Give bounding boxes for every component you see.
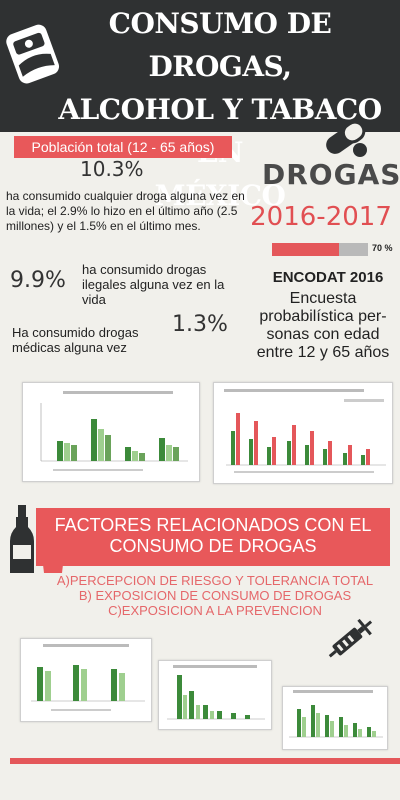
encodat-line-2: probabilística per- <box>259 308 387 325</box>
factors-line-1: FACTORES RELACIONADOS CON EL <box>54 515 372 535</box>
factors-list: A)PERCEPCION DE RIESGO Y TOLERANCIA TOTA… <box>40 573 390 618</box>
title-line-1: CONSUMO DE DROGAS, <box>108 7 332 83</box>
encodat-line-4: entre 12 y 65 años <box>256 344 390 361</box>
title-line-3: MÉXICO <box>154 179 286 212</box>
footer-bar <box>10 758 400 764</box>
factors-banner: FACTORES RELACIONADOS CON EL CONSUMO DE … <box>36 508 390 566</box>
page-title: CONSUMO DE DROGAS, ALCOHOL Y TABACO EN M… <box>50 2 390 217</box>
factor-item-a: A)PERCEPCION DE RIESGO Y TOLERANCIA TOTA… <box>56 573 374 588</box>
bottle-icon <box>6 22 60 88</box>
chart-thumbnail-3 <box>20 638 152 722</box>
encodat-line-3: sonas con edad <box>266 326 380 343</box>
pill-icon <box>320 118 370 158</box>
chart-thumbnail-2 <box>213 382 393 484</box>
progress-fill <box>272 243 340 256</box>
chart-thumbnail-5 <box>282 686 388 750</box>
factors-line-2: CONSUMO DE DROGAS <box>109 536 317 556</box>
population-banner: Población total (12 - 65 años) <box>14 136 232 158</box>
chart-thumbnail-4 <box>158 660 272 730</box>
illegal-stat: 9.9% <box>10 268 66 293</box>
encodat-title: ENCODAT 2016 <box>272 269 384 286</box>
progress-bar <box>272 243 368 256</box>
population-stat: 10.3% <box>80 157 144 181</box>
factor-item-c: C)EXPOSICION A LA PREVENCION <box>108 603 322 618</box>
illegal-text: ha consumido drogas ilegales alguna vez … <box>82 262 225 307</box>
drogas-label: DROGAS <box>262 158 400 191</box>
factor-item-b: B) EXPOSICION DE CONSUMO DE DROGAS <box>78 588 352 603</box>
medical-stat: 1.3% <box>172 312 228 337</box>
progress-label: 70 % <box>372 243 393 253</box>
population-text: ha consumido cualquier droga alguna vez … <box>6 189 245 233</box>
syringe-icon <box>322 614 378 666</box>
years-label: 2016-2017 <box>250 202 392 232</box>
encodat-description: Encuesta probabilística per- sonas con e… <box>248 290 398 362</box>
medical-text: Ha consumido drogas médicas alguna vez <box>12 325 139 355</box>
header-banner <box>0 0 400 132</box>
encodat-line-1: Encuesta <box>289 290 357 307</box>
chart-thumbnail-1 <box>22 382 200 482</box>
